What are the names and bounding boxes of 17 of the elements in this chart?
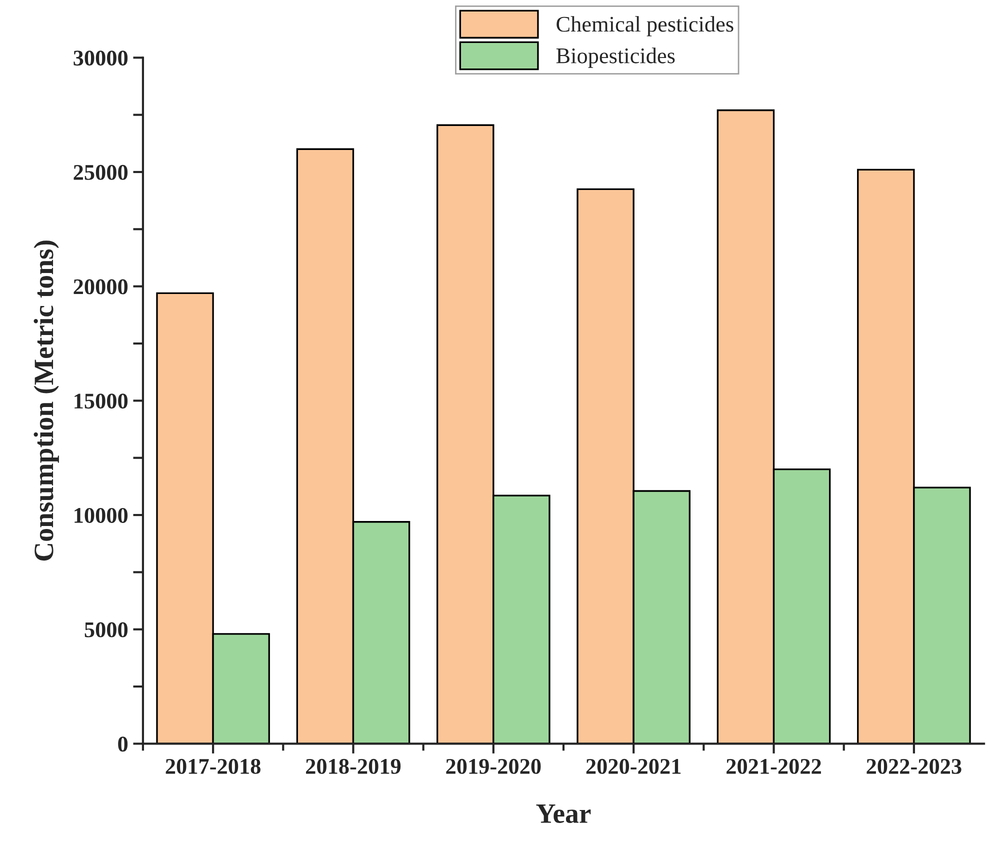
x-tick-label: 2022-2023 <box>866 758 962 774</box>
y-tick-label: 5000 <box>84 622 128 638</box>
x-tick-label: 2018-2019 <box>306 758 401 774</box>
y-tick-label: 10000 <box>74 508 128 523</box>
legend-label: Biopesticides <box>556 48 675 68</box>
x-tick-label: 2017-2018 <box>166 758 260 774</box>
x-tick-label: 2019-2020 <box>446 758 541 774</box>
y-tick-label: 30000 <box>74 50 128 66</box>
y-axis-title: Consumption (Metric tons) <box>34 240 59 561</box>
x-axis-title: Year <box>536 804 591 823</box>
legend-label: Chemical pesticides <box>556 16 734 36</box>
x-tick-label: 2020-2021 <box>586 758 681 774</box>
y-tick-label: 20000 <box>74 279 128 294</box>
y-tick-label: 25000 <box>74 164 128 180</box>
x-tick-label: 2021-2022 <box>726 758 821 774</box>
y-tick-label: 0 <box>118 736 128 752</box>
y-tick-label: 15000 <box>74 394 128 409</box>
